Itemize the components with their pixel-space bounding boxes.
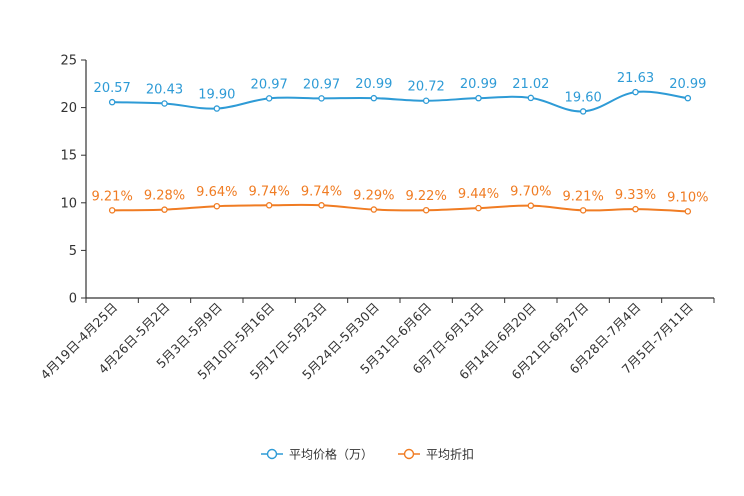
data-label: 9.21%: [92, 189, 133, 204]
data-point[interactable]: [475, 94, 482, 102]
data-point[interactable]: [422, 97, 430, 104]
data-label: 9.44%: [458, 187, 499, 202]
data-point[interactable]: [108, 98, 116, 106]
data-label: 20.99: [460, 77, 497, 92]
data-label: 9.64%: [196, 185, 237, 200]
data-point[interactable]: [370, 94, 378, 102]
data-point[interactable]: [265, 95, 273, 102]
data-label: 9.74%: [249, 184, 290, 199]
data-label: 9.10%: [667, 190, 708, 205]
data-label: 20.97: [303, 77, 340, 92]
data-point[interactable]: [370, 206, 378, 213]
data-label: 9.21%: [563, 189, 604, 204]
y-tick-label: 0: [69, 292, 77, 307]
data-point[interactable]: [475, 204, 482, 212]
data-label: 20.57: [94, 81, 131, 96]
legend-label: 平均价格（万）: [289, 447, 373, 462]
legend-item-1[interactable]: 平均折扣: [398, 447, 474, 462]
data-point[interactable]: [108, 207, 116, 214]
data-point[interactable]: [527, 202, 535, 209]
series-line-1: [112, 203, 688, 213]
y-tick-label: 15: [60, 149, 77, 164]
data-label: 20.72: [408, 80, 445, 95]
series-line-0: [112, 90, 688, 113]
data-label: 9.22%: [406, 189, 447, 204]
legend-marker-icon: [403, 448, 415, 460]
data-label: 20.99: [355, 77, 392, 92]
data-point[interactable]: [318, 202, 325, 209]
data-label: 9.70%: [510, 185, 551, 200]
data-point[interactable]: [318, 95, 325, 102]
data-label: 20.97: [251, 77, 288, 92]
data-label: 19.90: [198, 88, 235, 103]
data-point[interactable]: [684, 94, 692, 102]
data-point[interactable]: [632, 205, 639, 213]
data-label: 9.33%: [615, 188, 656, 203]
data-point[interactable]: [579, 108, 587, 115]
y-tick-label: 5: [69, 244, 77, 259]
data-label: 21.02: [512, 77, 549, 92]
data-label: 9.28%: [144, 189, 185, 204]
data-point[interactable]: [632, 88, 639, 96]
data-point[interactable]: [422, 206, 430, 214]
legend-item-0[interactable]: 平均价格（万）: [261, 447, 373, 462]
data-point[interactable]: [213, 105, 221, 112]
data-label: 19.60: [565, 90, 602, 105]
legend-marker-icon: [266, 448, 278, 460]
data-point[interactable]: [161, 100, 168, 107]
data-point[interactable]: [213, 202, 221, 210]
data-label: 9.74%: [301, 184, 342, 199]
legend[interactable]: 平均价格（万） 平均折扣: [261, 447, 474, 462]
data-labels: 20.57 20.43 19.90 20.97 20.97 20.99 20.72 20.99…: [92, 71, 709, 205]
data-point[interactable]: [684, 208, 692, 215]
legend-label: 平均折扣: [426, 447, 474, 462]
data-point[interactable]: [579, 207, 587, 214]
y-tick-label: 25: [60, 54, 77, 69]
data-point[interactable]: [265, 202, 273, 209]
data-label: 20.43: [146, 83, 183, 98]
data-point[interactable]: [527, 94, 535, 102]
data-label: 9.29%: [353, 189, 394, 204]
series-lines: [108, 88, 692, 215]
data-point[interactable]: [161, 206, 168, 213]
y-tick-label: 20: [60, 101, 77, 116]
data-label: 21.63: [617, 71, 654, 86]
data-label: 20.99: [669, 77, 706, 92]
y-tick-label: 10: [60, 196, 77, 211]
